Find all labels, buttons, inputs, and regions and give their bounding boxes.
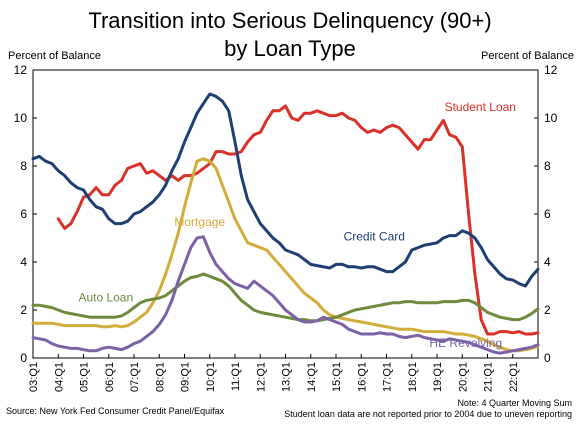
y-tick-label-right: 0: [544, 351, 551, 365]
x-tick-label: 14:Q1: [306, 362, 318, 392]
y-tick-label-right: 12: [544, 63, 558, 77]
series-line-he-revolving: [31, 235, 540, 355]
x-tick-label: 18:Q1: [407, 362, 419, 392]
x-tick-label: 15:Q1: [331, 362, 343, 392]
y-tick-label-right: 2: [544, 303, 551, 317]
series-line-credit-card: [31, 92, 540, 288]
moving-sum-note: Note: 4 Quarter Moving Sum: [457, 398, 572, 408]
series-label-mortgage: Mortgage: [174, 215, 225, 229]
x-tick-label: 08:Q1: [154, 362, 166, 392]
y-tick-label-left: 10: [14, 111, 28, 125]
series-label-student-loan: Student Loan: [445, 100, 516, 114]
y-tick-label-right: 10: [544, 111, 558, 125]
y-tick-label-left: 12: [14, 63, 28, 77]
series-line-auto-loan: [31, 272, 540, 323]
source-note: Source: New York Fed Consumer Credit Pan…: [6, 406, 225, 416]
x-tick-label: 16:Q1: [356, 362, 368, 392]
y-tick-label-left: 2: [20, 303, 27, 317]
chart-title-line-2: by Loan Type: [224, 36, 356, 61]
x-tick-label: 09:Q1: [180, 362, 192, 392]
y-tick-label-left: 8: [20, 159, 27, 173]
y-tick-label-left: 4: [20, 255, 27, 269]
chart-title-line-1: Transition into Serious Delinquency (90+…: [88, 8, 492, 33]
x-tick-label: 12:Q1: [255, 362, 267, 392]
x-tick-label: 19:Q1: [432, 362, 444, 392]
x-tick-label: 10:Q1: [205, 362, 217, 392]
right-axis-label: Percent of Balance: [481, 50, 574, 62]
y-tick-label-left: 0: [20, 351, 27, 365]
x-tick-label: 03:Q1: [28, 362, 40, 392]
x-tick-label: 06:Q1: [104, 362, 116, 392]
y-tick-label-right: 4: [544, 255, 551, 269]
series-line-student-loan: [56, 104, 540, 336]
series-label-he-revolving: HE Revolving: [429, 336, 502, 350]
x-tick-label: 13:Q1: [281, 362, 293, 392]
y-tick-label-right: 6: [544, 207, 551, 221]
x-tick-label: 20:Q1: [457, 362, 469, 392]
student-loan-note: Student loan data are not reported prior…: [284, 409, 572, 419]
x-tick-label: 05:Q1: [79, 362, 91, 392]
series-line-mortgage: [31, 157, 540, 353]
x-tick-label: 11:Q1: [230, 362, 242, 391]
x-tick-label: 22:Q1: [508, 362, 520, 392]
x-tick-label: 21:Q1: [483, 362, 495, 392]
x-tick-label: 07:Q1: [129, 362, 141, 392]
x-tick-label: 04:Q1: [53, 362, 65, 392]
series-label-credit-card: Credit Card: [344, 229, 405, 243]
series-label-auto-loan: Auto Loan: [78, 291, 133, 305]
left-axis-label: Percent of Balance: [8, 50, 101, 62]
y-tick-label-left: 6: [20, 207, 27, 221]
x-tick-label: 17:Q1: [382, 362, 394, 392]
y-tick-label-right: 8: [544, 159, 551, 173]
